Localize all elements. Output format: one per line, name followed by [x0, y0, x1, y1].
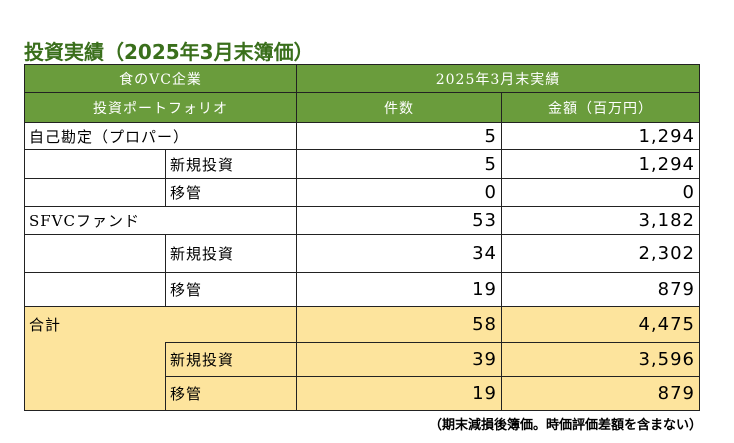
row-self-transfer-label: 移管	[165, 178, 297, 207]
row-total-count: 58	[296, 306, 502, 343]
header-count: 件数	[296, 92, 502, 123]
row-total-new-count: 39	[296, 342, 502, 377]
header-period: 2025年3月末実績	[296, 64, 700, 93]
row-fund-new-label: 新規投資	[165, 234, 297, 273]
header-amount: 金額（百万円）	[501, 92, 700, 123]
page-title: 投資実績（2025年3月末簿価）	[24, 40, 314, 64]
row-fund-new-count: 34	[296, 234, 502, 273]
row-total-label: 合計	[24, 306, 297, 343]
row-total-indent	[24, 342, 166, 377]
row-fund-amount: 3,182	[501, 206, 700, 235]
row-self-transfer-count: 0	[296, 178, 502, 207]
row-self-amount: 1,294	[501, 122, 700, 150]
row-fund-indent	[24, 272, 166, 307]
row-self-new-count: 5	[296, 149, 502, 179]
row-self-new-amount: 1,294	[501, 149, 700, 179]
header-company: 食のVC企業	[24, 64, 297, 93]
row-self-new-label: 新規投資	[165, 149, 297, 179]
row-self-label: 自己勘定（プロパー）	[24, 122, 297, 150]
header-portfolio: 投資ポートフォリオ	[24, 92, 297, 123]
row-self-indent	[24, 178, 166, 207]
row-self-count: 5	[296, 122, 502, 150]
row-total-transfer-label: 移管	[165, 376, 297, 411]
row-fund-new-amount: 2,302	[501, 234, 700, 273]
row-fund-label: SFVCファンド	[24, 206, 297, 235]
row-self-transfer-amount: 0	[501, 178, 700, 207]
row-total-transfer-count: 19	[296, 376, 502, 411]
row-fund-count: 53	[296, 206, 502, 235]
row-fund-transfer-amount: 879	[501, 272, 700, 307]
row-fund-indent	[24, 234, 166, 273]
row-total-new-label: 新規投資	[165, 342, 297, 377]
row-total-transfer-amount: 879	[501, 376, 700, 411]
footnote: （期末減損後簿価。時価評価差額を含まない）	[428, 418, 702, 433]
row-fund-transfer-label: 移管	[165, 272, 297, 307]
investment-table: 食のVC企業 2025年3月末実績 投資ポートフォリオ 件数 金額（百万円） 自…	[24, 64, 700, 411]
row-total-amount: 4,475	[501, 306, 700, 343]
row-fund-transfer-count: 19	[296, 272, 502, 307]
row-total-new-amount: 3,596	[501, 342, 700, 377]
row-total-indent	[24, 376, 166, 411]
row-self-indent	[24, 149, 166, 179]
